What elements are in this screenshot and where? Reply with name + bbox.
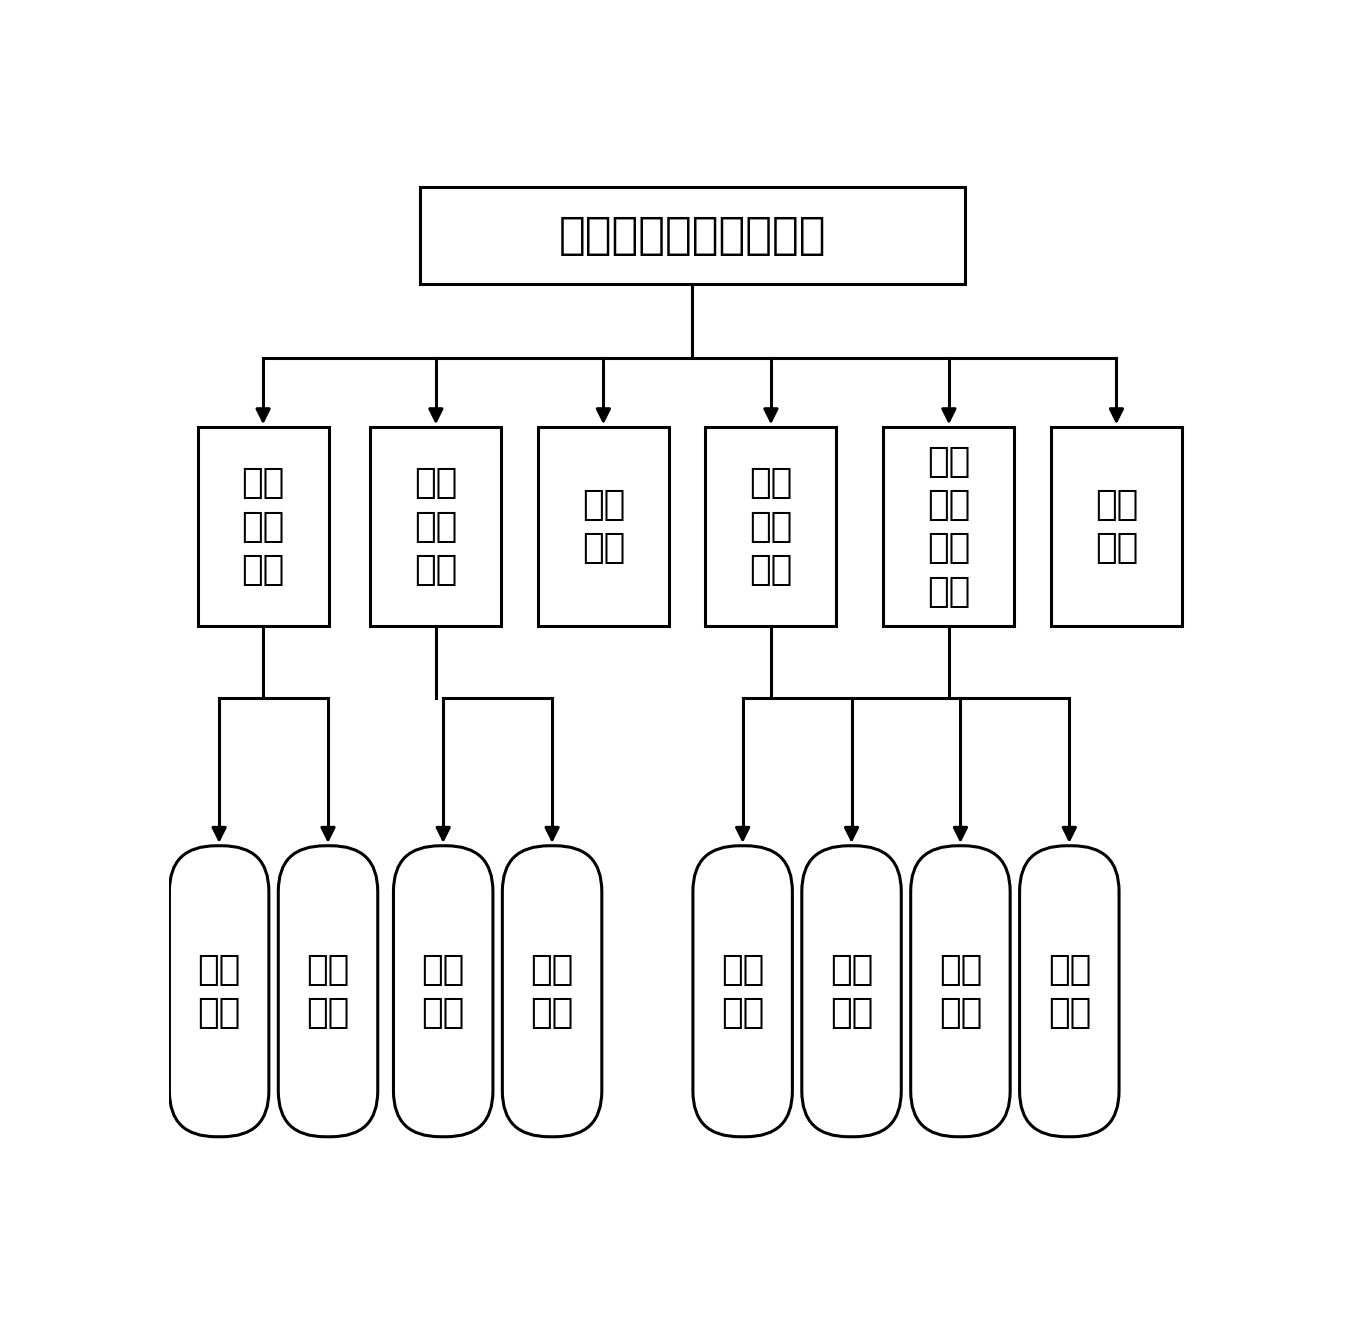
FancyBboxPatch shape bbox=[197, 427, 328, 626]
FancyBboxPatch shape bbox=[705, 427, 836, 626]
FancyBboxPatch shape bbox=[884, 427, 1015, 626]
FancyBboxPatch shape bbox=[693, 846, 793, 1136]
FancyBboxPatch shape bbox=[911, 846, 1011, 1136]
Text: 信号
发送: 信号 发送 bbox=[422, 952, 465, 1030]
Text: 电机
气缸
控制: 电机 气缸 控制 bbox=[242, 467, 285, 587]
Text: 数据
接收: 数据 接收 bbox=[531, 952, 574, 1030]
Text: 数据
采集
模块: 数据 采集 模块 bbox=[415, 467, 458, 587]
FancyBboxPatch shape bbox=[1020, 846, 1119, 1136]
FancyBboxPatch shape bbox=[420, 187, 965, 284]
FancyBboxPatch shape bbox=[278, 846, 378, 1136]
Text: 手动
控制: 手动 控制 bbox=[307, 952, 350, 1030]
Text: 动态
显示: 动态 显示 bbox=[1047, 952, 1092, 1030]
FancyBboxPatch shape bbox=[801, 846, 901, 1136]
Text: 定标
模块: 定标 模块 bbox=[582, 488, 626, 565]
Text: 超差
判断: 超差 判断 bbox=[830, 952, 873, 1030]
Text: 状态
记录: 状态 记录 bbox=[939, 952, 982, 1030]
Text: 自动
控制: 自动 控制 bbox=[197, 952, 240, 1030]
Text: 数据
处理
模块: 数据 处理 模块 bbox=[750, 467, 793, 587]
Text: 数据
筛选: 数据 筛选 bbox=[721, 952, 765, 1030]
Text: 数据
储存
显示
模块: 数据 储存 显示 模块 bbox=[927, 444, 970, 609]
FancyBboxPatch shape bbox=[1051, 427, 1182, 626]
FancyBboxPatch shape bbox=[503, 846, 601, 1136]
FancyBboxPatch shape bbox=[370, 427, 501, 626]
FancyBboxPatch shape bbox=[538, 427, 669, 626]
Text: 报警
模块: 报警 模块 bbox=[1094, 488, 1138, 565]
FancyBboxPatch shape bbox=[169, 846, 269, 1136]
FancyBboxPatch shape bbox=[393, 846, 493, 1136]
Text: 芯块排长动态测量系统: 芯块排长动态测量系统 bbox=[558, 215, 827, 257]
